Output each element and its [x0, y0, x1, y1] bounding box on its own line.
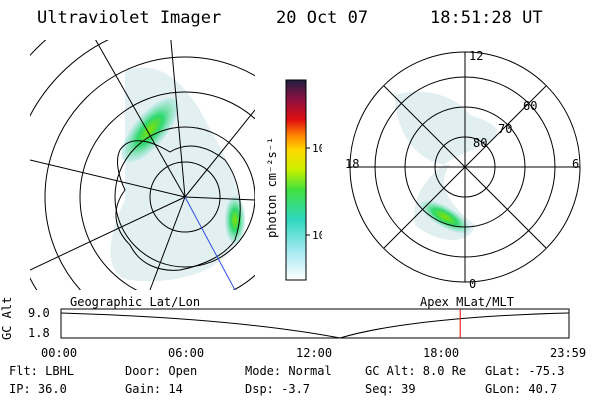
door-info: Door: Open [125, 364, 198, 378]
xtick-2359: 23:59 [550, 346, 587, 360]
colorbar-tick-100: 100 [312, 142, 322, 155]
altitude-timeline [60, 308, 570, 339]
lat-label-70: 70 [498, 122, 512, 136]
mlt-label-18: 18 [345, 157, 359, 171]
seq-info: Seq: 39 [365, 382, 416, 396]
timeline-ylabel: GC Alt [0, 296, 14, 340]
xtick-1800: 18:00 [423, 346, 460, 360]
glon-info: GLon: 40.7 [485, 382, 558, 396]
date-label: 20 Oct 07 [276, 8, 369, 28]
gain-info: Gain: 14 [125, 382, 183, 396]
mlt-label-12: 12 [469, 49, 483, 63]
mode-info: Mode: Normal [245, 364, 332, 378]
left-plot-title: Geographic Lat/Lon [70, 295, 201, 309]
right-plot-title: Apex MLat/MLT [420, 295, 514, 309]
timeline-ymin: 1.8 [28, 326, 50, 340]
app-title: Ultraviolet Imager [37, 8, 222, 28]
geographic-image [30, 40, 255, 290]
mlt-label-0: 0 [469, 277, 476, 290]
colorbar: 100 10 photon cm⁻²s⁻¹ [265, 79, 322, 281]
ip-info: IP: 36.0 [9, 382, 67, 396]
xtick-1200: 12:00 [296, 346, 333, 360]
dsp-info: Dsp: -3.7 [245, 382, 311, 396]
xtick-0600: 06:00 [168, 346, 205, 360]
xtick-0000: 00:00 [41, 346, 78, 360]
lat-label-60: 60 [523, 99, 537, 113]
gc-alt-info: GC Alt: 8.0 Re [365, 364, 467, 378]
lat-label-80: 80 [473, 136, 487, 150]
apex-polar-plot: 80 70 60 12 18 6 0 [345, 49, 581, 290]
glat-info: GLat: -75.3 [485, 364, 565, 378]
time-label: 18:51:28 UT [430, 8, 543, 28]
filter-info: Flt: LBHL [9, 364, 75, 378]
colorbar-unit-label: photon cm⁻²s⁻¹ [265, 137, 279, 238]
timeline-ymax: 9.0 [28, 306, 50, 320]
mlt-label-6: 6 [572, 157, 579, 171]
aurora-blob-left [121, 97, 179, 163]
aurora-blob-right [420, 200, 470, 234]
colorbar-tick-10: 10 [312, 229, 322, 242]
